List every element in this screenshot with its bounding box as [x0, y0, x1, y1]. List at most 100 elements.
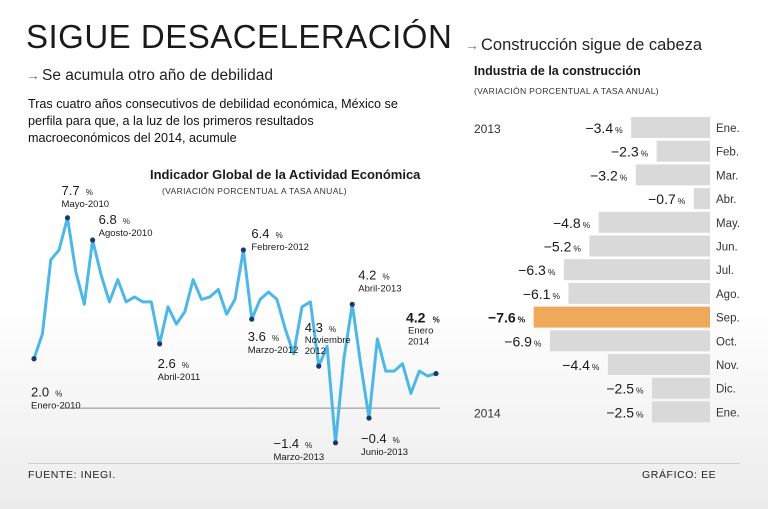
category-label: Feb.	[716, 147, 739, 159]
annotation-label: Agosto-2010	[99, 228, 153, 239]
annotation-unit: %	[393, 436, 400, 445]
bar	[607, 354, 710, 375]
bar-value-label: −3.4	[585, 120, 613, 136]
annotation-point	[31, 356, 37, 362]
bar-value-unit: %	[641, 149, 649, 159]
annotation-unit: %	[86, 188, 93, 197]
category-label: May.	[716, 218, 740, 230]
footer-divider	[28, 463, 740, 464]
bar	[549, 330, 710, 352]
annotation-value: −0.4	[361, 431, 387, 446]
arrow-right-icon: →	[465, 37, 479, 53]
annotation-point	[240, 247, 246, 253]
bar-value-label: −2.5	[606, 381, 634, 397]
category-label: Jun.	[716, 242, 738, 254]
annotation-point	[157, 341, 163, 347]
annotation-label: 2014	[408, 337, 429, 348]
annotation-unit: %	[305, 441, 312, 450]
annotation-label: Enero-2010	[31, 401, 81, 412]
bar-value-unit: %	[615, 125, 623, 135]
annotation-unit: %	[123, 217, 130, 226]
bar-value-unit: %	[552, 291, 560, 301]
source-text: FUENTE: INEGI.	[28, 469, 116, 481]
annotation-point	[316, 363, 322, 369]
annotation-value: 7.7	[62, 183, 80, 198]
bar-value-unit: %	[620, 172, 628, 182]
annotation-unit: %	[272, 334, 279, 343]
annotation-value: 6.8	[99, 212, 117, 227]
line-chart-title: Indicador Global de la Actividad Económi…	[150, 167, 421, 182]
annotation-label: 2012	[305, 346, 326, 357]
bar-value-unit: %	[678, 196, 686, 206]
credit-text: GRÁFICO: EE	[642, 469, 717, 481]
annotation-unit: %	[433, 316, 440, 325]
bar-value-label: −0.7	[648, 191, 676, 207]
intro-text: Tras cuatro años consecutivos de debilid…	[28, 97, 398, 145]
bar	[635, 164, 710, 186]
left-subtitle-text: Se acumula otro año de debilidad	[42, 67, 273, 84]
bar-value-unit: %	[636, 409, 644, 419]
category-label: Mar.	[716, 170, 738, 182]
annotation-point	[332, 440, 339, 446]
bar-value-unit: %	[592, 362, 600, 372]
bar	[589, 235, 710, 257]
right-title: → Construcción sigue de cabeza	[465, 36, 702, 55]
bar-value-label: −4.8	[553, 215, 581, 231]
bar-value-unit: %	[548, 267, 556, 277]
year-label: 2014	[474, 406, 501, 420]
annotation-point	[64, 215, 71, 221]
annotation-unit: %	[276, 231, 283, 240]
bar-value-unit: %	[573, 244, 581, 254]
annotation-value: 3.6	[248, 329, 266, 344]
bar-value-label: −2.5	[606, 404, 634, 420]
category-label: Ene.	[716, 407, 740, 419]
annotation-point	[433, 370, 439, 377]
annotation-unit: %	[329, 325, 336, 334]
bar-chart-subtitle: (VARIACIÓN PORCENTUAL A TASA ANUAL)	[474, 86, 659, 96]
annotation-point	[90, 237, 96, 243]
category-label: Oct.	[716, 336, 737, 348]
category-label: Sep.	[716, 313, 740, 325]
category-label: Abr.	[716, 194, 736, 206]
bar-chart-title: Industria de la construcción	[474, 64, 641, 78]
bar	[533, 306, 710, 328]
bar-value-unit: %	[636, 386, 644, 396]
bar	[693, 188, 710, 210]
annotation-value: 2.0	[31, 385, 49, 400]
main-title: SIGUE DESACELERACIÓN	[26, 18, 453, 55]
year-label: 2013	[474, 122, 501, 136]
annotation-label: Junio-2013	[361, 447, 408, 458]
annotation-value: −1.4	[274, 436, 300, 451]
annotation-unit: %	[182, 361, 189, 370]
line-chart-subtitle: (VARIACIÓN PORCENTUAL A TASA ANUAL)	[162, 186, 347, 196]
bar-value-unit: %	[583, 220, 591, 230]
annotation-unit: %	[382, 272, 389, 281]
annotation-point	[249, 316, 255, 322]
bar	[563, 259, 710, 281]
annotation-unit: %	[55, 390, 62, 399]
bar	[652, 377, 710, 399]
annotation-point	[366, 415, 372, 421]
bar	[652, 401, 710, 423]
arrow-right-icon: →	[26, 67, 40, 83]
category-label: Ene.	[716, 123, 740, 135]
annotation-value: 4.2	[406, 310, 426, 326]
right-title-text: Construcción sigue de cabeza	[481, 36, 703, 54]
bar-value-label: −6.3	[518, 262, 546, 278]
annotation-label: Abril-2013	[358, 283, 401, 294]
annotation-value: 4.3	[305, 320, 323, 335]
category-label: Ago.	[716, 289, 740, 301]
annotation-value: 6.4	[251, 226, 269, 241]
bar-value-label: −6.9	[504, 333, 532, 349]
annotation-label: Mayo-2010	[62, 199, 110, 210]
bar-value-label: −5.2	[544, 239, 572, 255]
bar-value-label: −4.4	[562, 357, 590, 373]
bar-value-unit: %	[518, 315, 526, 325]
annotation-label: Noviembre	[305, 335, 351, 346]
bar-value-label: −7.6	[488, 310, 516, 326]
bar	[656, 140, 710, 162]
bar-value-label: −2.3	[611, 144, 639, 160]
bar-value-label: −3.2	[590, 167, 618, 183]
